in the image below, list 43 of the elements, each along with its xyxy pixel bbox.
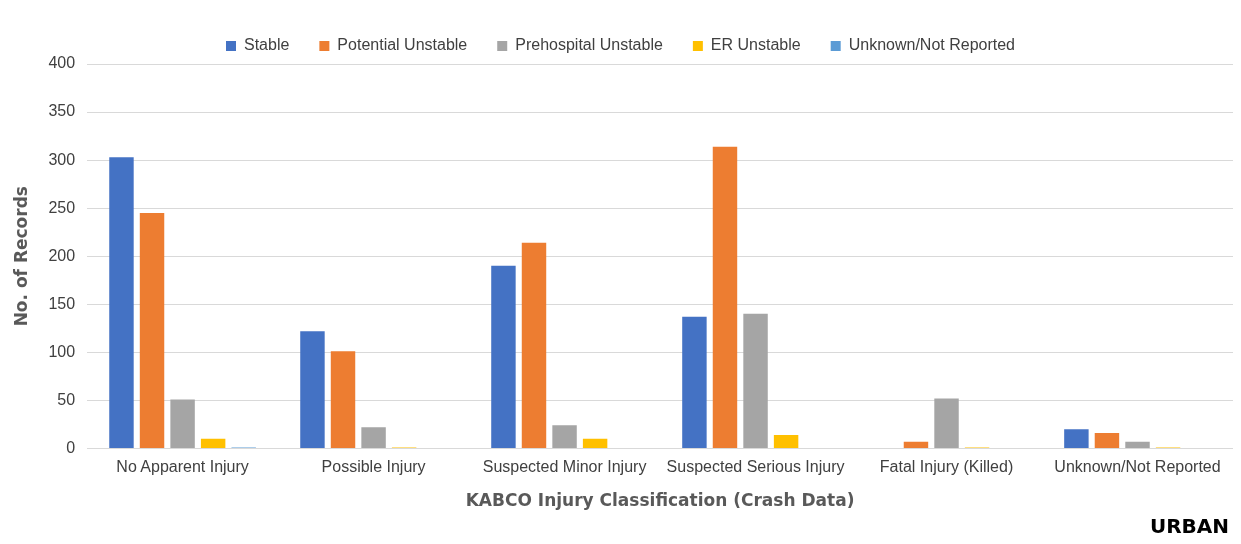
x-tick-label: Suspected Serious Injury [666,458,845,476]
bar [773,434,799,448]
legend-label: ER Unstable [710,36,801,54]
legend-label: Unknown/Not Reported [848,36,1015,54]
x-tick-label: Possible Injury [321,458,426,476]
text: URBAN [1149,514,1229,538]
bar [300,331,325,448]
y-axis-title: No. of Records [10,186,31,327]
x-tick-label: Suspected Minor Injury [482,458,647,476]
legend-label: Potential Unstable [337,36,468,54]
bar [200,438,226,448]
x-tick-label: No Apparent Injury [116,458,249,476]
legend-label: Stable [244,36,290,54]
bar [361,427,386,448]
y-tick-label: 50 [57,390,76,408]
bar [712,146,738,448]
bar [903,441,929,448]
bar [582,438,608,448]
bar [1094,433,1120,448]
bar [139,212,165,448]
bar [109,157,134,448]
bar [1125,441,1150,448]
bar [743,313,768,448]
bar [552,425,577,448]
y-tick-label: 350 [48,102,76,120]
y-tick-label: 100 [48,342,76,360]
x-axis-title: KABCO Injury Classification (Crash Data) [465,490,855,511]
bar [330,351,356,448]
bar [682,316,707,448]
bar [521,242,547,448]
bar [934,398,959,448]
legend-label: Prehospital Unstable [515,36,663,54]
bar [491,265,516,448]
y-tick-label: 400 [48,54,76,72]
x-tick-label: Fatal Injury (Killed) [879,458,1014,476]
y-tick-label: 0 [66,438,76,456]
y-tick-label: 150 [48,294,76,312]
bar [1064,429,1089,448]
y-tick-label: 250 [48,198,76,216]
x-tick-label: Unknown/Not Reported [1054,458,1221,476]
bar [170,399,195,448]
y-tick-label: 200 [48,246,76,264]
y-tick-label: 300 [48,150,76,168]
